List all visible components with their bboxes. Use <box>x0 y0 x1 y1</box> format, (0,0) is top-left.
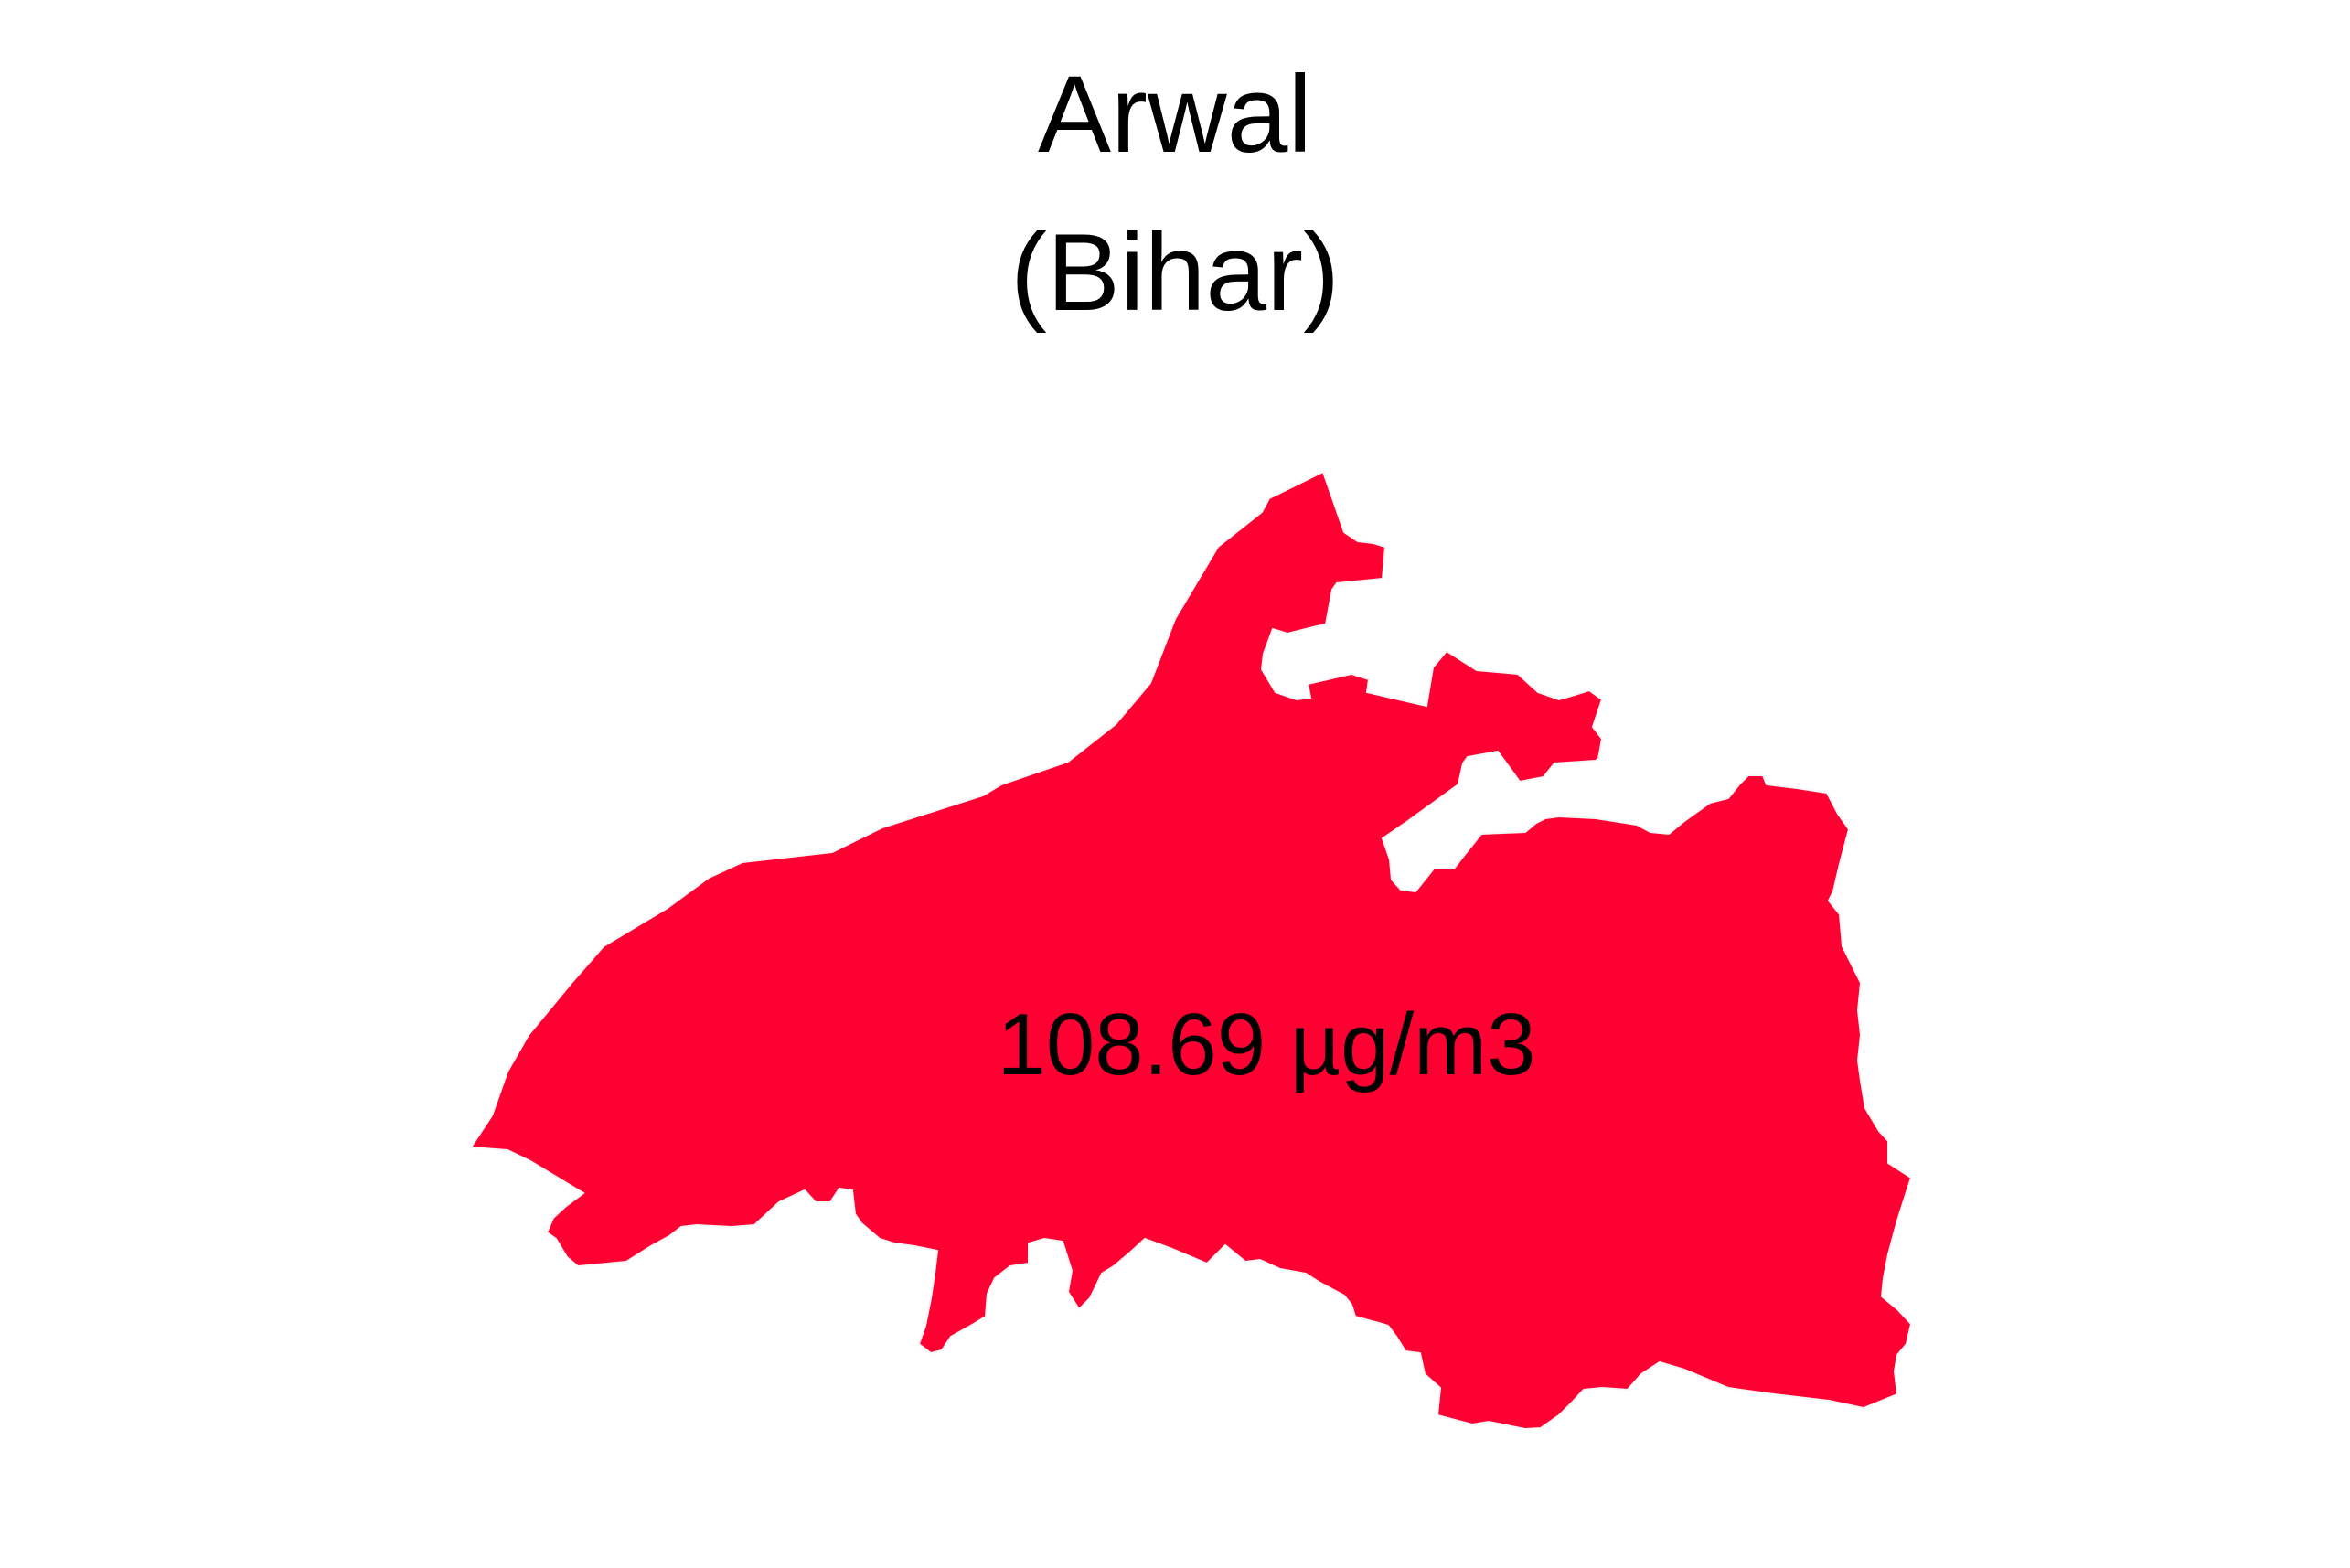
map-title-district: Arwal <box>1037 53 1313 176</box>
map-title-state: (Bihar) <box>1009 211 1341 334</box>
district-region-shape <box>469 470 1913 1431</box>
pm25-value-label: 108.69 µg/m3 <box>997 996 1535 1093</box>
